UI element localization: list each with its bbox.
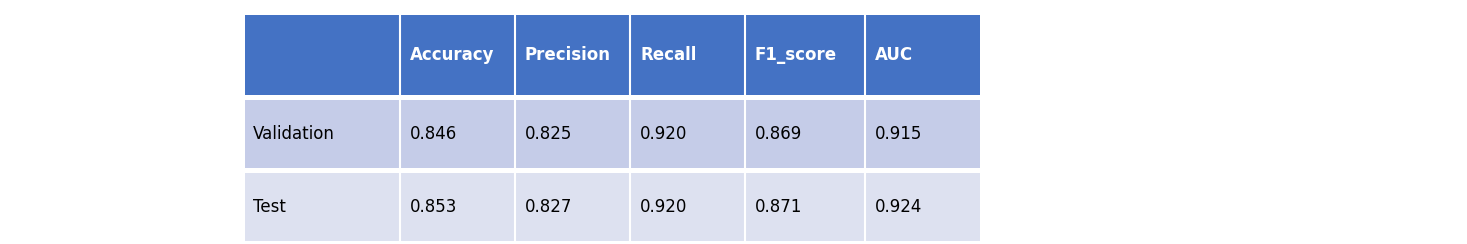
Bar — [745, 100, 866, 168]
Bar — [245, 100, 400, 168]
Bar — [245, 173, 400, 241]
Text: 0.869: 0.869 — [756, 125, 802, 143]
Text: 0.924: 0.924 — [874, 198, 923, 216]
Bar — [866, 15, 980, 95]
Bar — [745, 15, 866, 95]
Text: Precision: Precision — [525, 46, 610, 64]
Text: Accuracy: Accuracy — [409, 46, 494, 64]
Bar — [629, 15, 745, 95]
Text: 0.915: 0.915 — [874, 125, 923, 143]
Text: Validation: Validation — [252, 125, 334, 143]
Bar — [629, 100, 745, 168]
Bar — [866, 100, 980, 168]
Text: 0.920: 0.920 — [640, 198, 688, 216]
Bar — [629, 173, 745, 241]
Bar — [400, 15, 515, 95]
Bar — [245, 15, 400, 95]
Text: AUC: AUC — [874, 46, 912, 64]
Bar — [400, 173, 515, 241]
Bar — [515, 173, 629, 241]
Text: 0.853: 0.853 — [409, 198, 458, 216]
Bar — [400, 100, 515, 168]
Text: 0.920: 0.920 — [640, 125, 688, 143]
Bar — [515, 100, 629, 168]
Text: 0.827: 0.827 — [525, 198, 572, 216]
Text: Recall: Recall — [640, 46, 697, 64]
Text: Test: Test — [252, 198, 286, 216]
Bar — [515, 15, 629, 95]
Bar — [866, 173, 980, 241]
Bar — [245, 168, 980, 173]
Text: 0.871: 0.871 — [756, 198, 802, 216]
Text: F1_score: F1_score — [756, 46, 838, 64]
Bar — [245, 95, 980, 100]
Text: 0.846: 0.846 — [409, 125, 458, 143]
Bar — [745, 173, 866, 241]
Text: 0.825: 0.825 — [525, 125, 572, 143]
